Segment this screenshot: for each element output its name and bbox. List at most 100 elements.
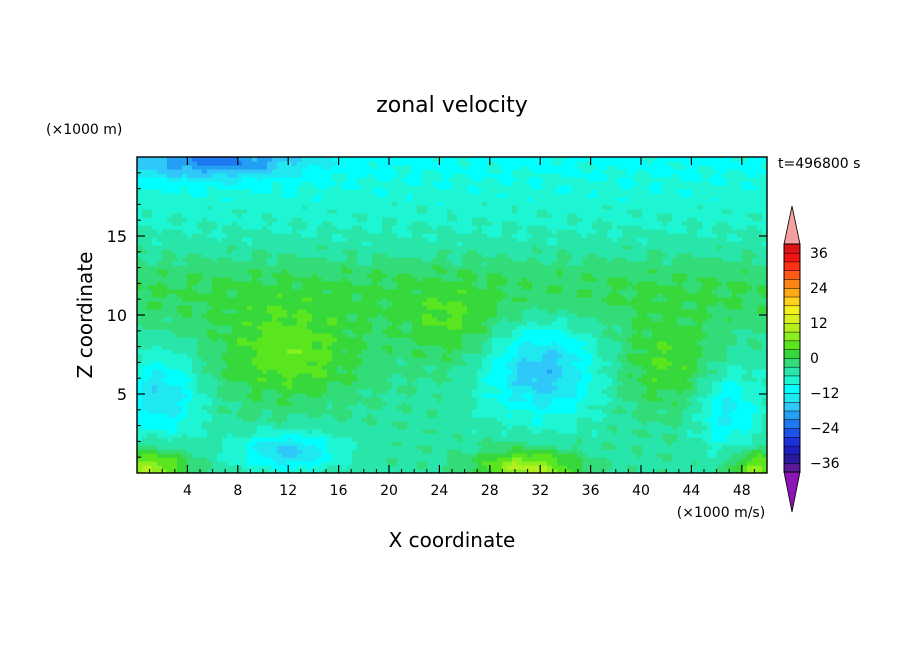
field-cell — [227, 209, 233, 214]
field-cell — [357, 457, 363, 462]
field-cell — [152, 281, 158, 286]
field-cell — [287, 169, 293, 174]
field-cell — [357, 173, 363, 178]
field-cell — [212, 385, 218, 390]
field-cell — [217, 325, 223, 330]
field-cell — [347, 413, 353, 418]
field-cell — [217, 337, 223, 342]
field-cell — [142, 337, 148, 342]
field-cell — [352, 449, 358, 454]
field-cell — [297, 173, 303, 178]
field-cell — [307, 329, 313, 334]
field-cell — [142, 461, 148, 466]
field-cell — [182, 329, 188, 334]
field-cell — [442, 437, 448, 442]
field-cell — [182, 241, 188, 246]
field-cell — [212, 217, 218, 222]
field-cell — [372, 349, 378, 354]
field-cell — [142, 365, 148, 370]
field-cell — [247, 341, 253, 346]
field-cell — [302, 333, 308, 338]
field-cell — [412, 457, 418, 462]
field-cell — [302, 465, 308, 470]
field-cell — [167, 461, 173, 466]
field-cell — [182, 337, 188, 342]
field-cell — [272, 377, 278, 382]
field-cell — [202, 337, 208, 342]
field-cell — [282, 221, 288, 226]
field-cell — [352, 345, 358, 350]
field-cell — [392, 305, 398, 310]
field-cell — [167, 465, 173, 470]
field-cell — [222, 205, 228, 210]
field-cell — [262, 453, 268, 458]
field-cell — [317, 265, 323, 270]
field-cell — [337, 261, 343, 266]
field-cell — [357, 293, 363, 298]
field-cell — [342, 317, 348, 322]
field-cell — [217, 169, 223, 174]
field-cell — [202, 213, 208, 218]
field-cell — [422, 161, 428, 166]
field-cell — [187, 457, 193, 462]
field-cell — [162, 285, 168, 290]
field-cell — [172, 349, 178, 354]
field-cell — [327, 177, 333, 182]
field-cell — [442, 201, 448, 206]
field-cell — [282, 337, 288, 342]
field-cell — [297, 461, 303, 466]
field-cell — [402, 341, 408, 346]
field-cell — [252, 165, 258, 170]
field-cell — [412, 301, 418, 306]
field-cell — [382, 381, 388, 386]
field-cell — [222, 417, 228, 422]
field-cell — [167, 281, 173, 286]
field-cell — [442, 241, 448, 246]
field-cell — [152, 181, 158, 186]
field-cell — [377, 181, 383, 186]
field-cell — [167, 421, 173, 426]
field-cell — [197, 281, 203, 286]
field-cell — [272, 389, 278, 394]
field-cell — [217, 193, 223, 198]
field-cell — [177, 233, 183, 238]
field-cell — [232, 417, 238, 422]
field-cell — [292, 397, 298, 402]
field-cell — [217, 349, 223, 354]
field-cell — [432, 185, 438, 190]
field-cell — [147, 301, 153, 306]
field-cell — [202, 453, 208, 458]
field-cell — [207, 185, 213, 190]
field-cell — [157, 305, 163, 310]
field-cell — [412, 429, 418, 434]
field-cell — [147, 397, 153, 402]
field-cell — [212, 229, 218, 234]
field-cell — [217, 417, 223, 422]
field-cell — [422, 209, 428, 214]
field-cell — [297, 177, 303, 182]
field-cell — [397, 165, 403, 170]
field-cell — [412, 217, 418, 222]
field-cell — [237, 257, 243, 262]
field-cell — [202, 461, 208, 466]
field-cell — [152, 373, 158, 378]
field-cell — [242, 205, 248, 210]
field-cell — [282, 433, 288, 438]
field-cell — [382, 281, 388, 286]
field-cell — [397, 329, 403, 334]
field-cell — [352, 405, 358, 410]
field-cell — [317, 173, 323, 178]
field-cell — [332, 201, 338, 206]
field-cell — [397, 417, 403, 422]
field-cell — [447, 349, 453, 354]
field-cell — [232, 173, 238, 178]
field-cell — [197, 453, 203, 458]
field-cell — [302, 197, 308, 202]
field-cell — [147, 289, 153, 294]
field-cell — [257, 361, 263, 366]
field-cell — [317, 181, 323, 186]
field-cell — [262, 369, 268, 374]
field-cell — [362, 465, 368, 470]
field-cell — [422, 225, 428, 230]
field-cell — [177, 157, 183, 162]
